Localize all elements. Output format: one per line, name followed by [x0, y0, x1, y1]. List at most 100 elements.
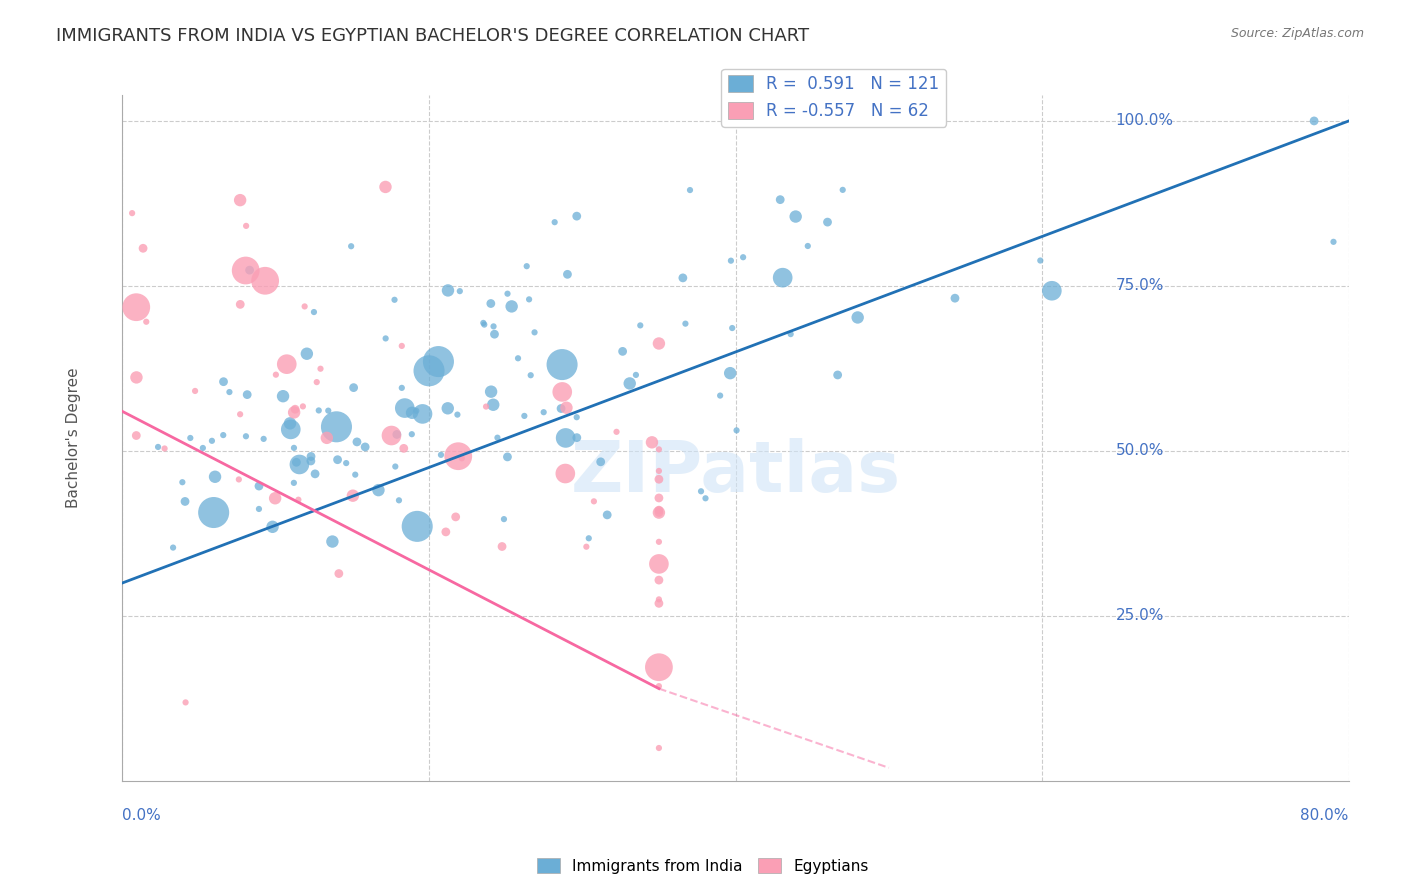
Point [264, 368, 287, 382]
Point [328, 566, 350, 581]
Point [709, 388, 731, 402]
Point [392, 442, 415, 456]
Point [174, 494, 197, 508]
Text: 50.0%: 50.0% [1116, 443, 1164, 458]
Point [276, 357, 298, 371]
Point [287, 492, 309, 507]
Point [533, 405, 555, 419]
Point [401, 406, 423, 420]
Point [1303, 114, 1326, 128]
Point [294, 300, 316, 314]
Point [1040, 284, 1063, 298]
Point [550, 401, 572, 416]
Point [405, 403, 427, 417]
Point [491, 540, 513, 554]
Point [162, 541, 184, 555]
Point [648, 336, 671, 351]
Point [472, 318, 495, 332]
Point [619, 376, 641, 391]
Point [624, 368, 647, 382]
Point [648, 679, 671, 693]
Point [648, 573, 671, 587]
Point [648, 506, 671, 520]
Point [648, 491, 671, 505]
Point [315, 431, 337, 445]
Point [184, 384, 207, 398]
Point [733, 250, 755, 264]
Point [316, 403, 339, 417]
Point [283, 475, 305, 490]
Point [772, 270, 794, 285]
Point [247, 479, 270, 493]
Point [280, 422, 302, 436]
Point [385, 427, 408, 442]
Point [436, 401, 458, 416]
Text: Source: ZipAtlas.com: Source: ZipAtlas.com [1230, 27, 1364, 40]
Point [721, 321, 744, 335]
Point [291, 400, 314, 414]
Point [191, 441, 214, 455]
Point [648, 472, 671, 486]
Point [648, 506, 671, 520]
Point [447, 449, 470, 463]
Text: IMMIGRANTS FROM INDIA VS EGYPTIAN BACHELOR'S DEGREE CORRELATION CHART: IMMIGRANTS FROM INDIA VS EGYPTIAN BACHEL… [56, 27, 810, 45]
Point [446, 408, 468, 422]
Point [236, 387, 259, 401]
Point [135, 315, 157, 329]
Point [846, 310, 869, 325]
Point [479, 296, 502, 310]
Point [391, 339, 413, 353]
Point [695, 491, 717, 506]
Legend: R =  0.591   N = 121, R = -0.557   N = 62: R = 0.591 N = 121, R = -0.557 N = 62 [721, 69, 946, 127]
Point [484, 327, 506, 342]
Point [427, 354, 450, 368]
Point [628, 318, 651, 333]
Point [304, 467, 326, 481]
Point [486, 431, 509, 445]
Point [554, 467, 576, 481]
Point [565, 209, 588, 223]
Point [565, 431, 588, 445]
Point [174, 695, 197, 709]
Point [367, 483, 389, 497]
Point [384, 459, 406, 474]
Point [394, 401, 416, 415]
Point [235, 429, 257, 443]
Point [444, 509, 467, 524]
Point [343, 381, 366, 395]
Point [380, 428, 402, 442]
Point [589, 455, 612, 469]
Point [228, 472, 250, 486]
Point [229, 297, 252, 311]
Point [943, 291, 966, 305]
Point [218, 385, 240, 400]
Point [779, 327, 801, 342]
Point [335, 456, 357, 470]
Point [374, 331, 396, 345]
Point [437, 284, 460, 298]
Point [519, 368, 541, 383]
Point [479, 384, 502, 399]
Point [648, 557, 671, 571]
Point [506, 351, 529, 366]
Point [388, 493, 411, 508]
Text: 100.0%: 100.0% [1116, 113, 1174, 128]
Point [153, 442, 176, 456]
Point [229, 407, 252, 421]
Point [516, 259, 538, 273]
Point [648, 442, 671, 457]
Point [295, 347, 318, 361]
Point [475, 400, 498, 414]
Point [582, 494, 605, 508]
Point [648, 660, 671, 674]
Point [285, 455, 308, 469]
Point [308, 403, 330, 417]
Point [434, 524, 457, 539]
Point [254, 274, 277, 288]
Point [501, 300, 523, 314]
Point [565, 410, 588, 425]
Point [718, 366, 741, 380]
Point [496, 286, 519, 301]
Point [146, 440, 169, 454]
Point [725, 423, 748, 437]
